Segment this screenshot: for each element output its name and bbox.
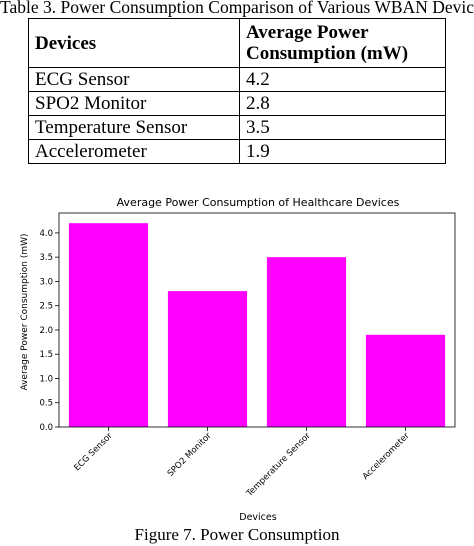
table-cell-device: ECG Sensor <box>28 67 240 92</box>
chart-title: Average Power Consumption of Healthcare … <box>117 196 400 209</box>
table-cell-power: 3.5 <box>239 115 446 140</box>
y-tick-label: 1.5 <box>39 350 53 360</box>
plot-area: ECG Sensor SPO2 Monitor Temperature Sensor… <box>39 212 456 500</box>
figure-caption: Figure 7. Power Consumption <box>134 525 340 544</box>
table-row: Accelerometer 1.9 <box>28 139 446 164</box>
x-tick-label: Accelerometer <box>361 431 412 482</box>
table-header-row: Devices Average Power Consumption (mW) <box>28 18 446 68</box>
x-axis-label: Devices <box>239 512 276 523</box>
table-row: ECG Sensor 4.2 <box>28 67 446 92</box>
y-tick-label: 3.5 <box>39 253 53 263</box>
table-header-power: Average Power Consumption (mW) <box>239 18 446 68</box>
bar <box>68 223 149 427</box>
y-axis-label: Average Power Consumption (mW) <box>20 233 30 390</box>
x-tick-label: Temperature Sensor <box>244 431 313 500</box>
table-cell-device: SPO2 Monitor <box>28 91 240 116</box>
table-header-power-line1: Average Power <box>246 22 439 43</box>
bar <box>167 291 248 427</box>
y-tick-label: 2.0 <box>39 326 53 336</box>
table-header-power-text: Average Power <box>246 22 369 43</box>
y-tick-label: 3.0 <box>39 277 53 287</box>
y-tick-label: 4.0 <box>39 229 53 239</box>
plot-frame <box>58 212 456 428</box>
table-row: Temperature Sensor 3.5 <box>28 115 446 140</box>
y-tick-label: 0.5 <box>39 399 53 409</box>
y-tick-label: 2.5 <box>39 302 53 312</box>
bar-chart: Average Power Consumption of Healthcare … <box>20 196 456 523</box>
bar <box>266 257 347 427</box>
x-tick-label: ECG Sensor <box>72 431 115 474</box>
table-cell-power: 2.8 <box>239 91 446 116</box>
table-cell-power: 4.2 <box>239 67 446 92</box>
bar <box>365 334 446 427</box>
table-cell-power: 1.9 <box>239 139 446 164</box>
table-header-power-line2: Consumption (mW) <box>246 43 409 64</box>
y-tick-label: 0.0 <box>39 423 53 433</box>
table-cell-device: Temperature Sensor <box>28 115 240 140</box>
x-tick-label: SPO2 Monitor <box>166 431 214 479</box>
table-caption: Table 3. Power Consumption Comparison of… <box>0 0 474 17</box>
table-header-devices: Devices <box>28 18 240 68</box>
table-row: SPO2 Monitor 2.8 <box>28 91 446 116</box>
power-consumption-table: Devices Average Power Consumption (mW) E… <box>28 18 446 164</box>
y-tick-label: 1.0 <box>39 374 53 384</box>
table-cell-device: Accelerometer <box>28 139 240 164</box>
